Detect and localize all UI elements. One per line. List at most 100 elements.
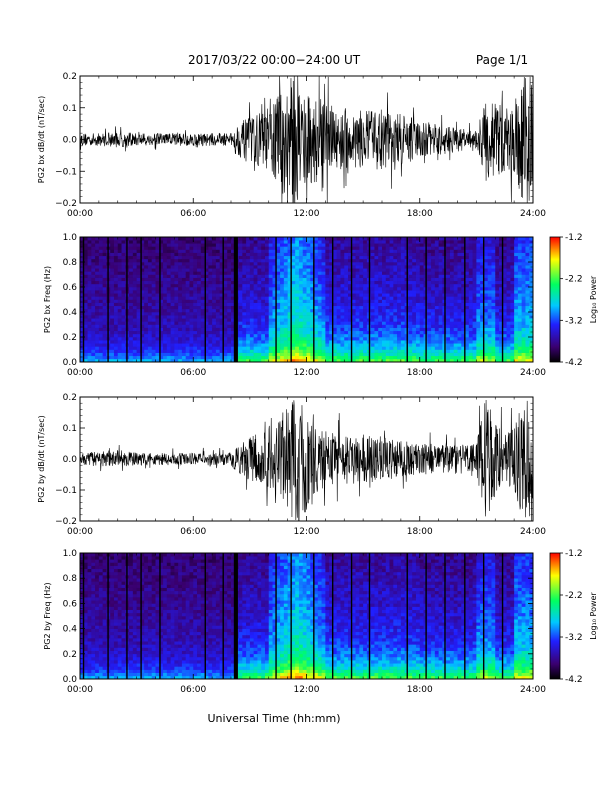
spectrogram-cell [144,296,149,300]
spectrogram-cell [461,255,466,260]
spectrogram-cell [102,312,107,316]
spectrogram-cell [257,330,262,335]
spectrogram-cell [461,296,466,300]
spectrogram-cell [491,324,496,328]
spectrogram-cell [378,333,383,338]
spectrogram-cell [178,277,183,282]
spectrogram-cell [378,287,383,291]
spectrogram-cell [253,324,258,328]
spectrogram-cell [170,318,175,322]
spectrogram-cell [393,243,398,247]
spectrogram-cell [174,243,179,247]
spectrogram-cell [197,280,202,285]
spectrogram-cell [193,237,198,241]
spectrogram-cell [329,280,334,285]
spectrogram-cell [110,293,115,297]
spectrogram-cell [314,312,319,316]
spectrogram-cell [453,274,458,278]
spectrogram-cell [438,277,443,282]
spectrogram-cell [98,318,103,322]
spectrogram-cell [287,290,292,294]
spectrogram-cell [359,249,364,253]
spectrogram-cell [317,277,322,282]
spectrogram-cell [189,243,194,247]
spectrogram-cell [378,321,383,325]
spectrogram-cell [238,312,243,316]
spectrogram-cell [499,290,504,294]
spectrogram-cell [397,302,402,307]
y-tick-label: 0.0 [63,136,78,146]
spectrogram-cell [185,287,190,291]
spectrogram-cell [87,299,92,303]
spectrogram-cell [344,358,349,363]
spectrogram-cell [159,274,164,278]
spectrogram-cell [495,340,500,344]
spectrogram-cell [295,302,300,307]
spectrogram-cell [521,277,526,282]
spectrogram-cell [298,274,304,278]
spectrogram-cell [227,333,232,338]
spectrogram-gap [126,237,128,362]
spectrogram-cell [476,327,481,332]
spectrogram-cell [185,283,190,288]
spectrogram-cell [238,318,243,322]
spectrogram-cell [495,305,500,310]
spectrogram-cell [355,262,360,266]
spectrogram-cell [174,321,179,325]
spectrogram-cell [113,346,119,350]
spectrogram-cell [185,318,190,322]
spectrogram-cell [517,258,522,263]
spectrogram-cell [208,343,213,347]
spectrogram-cell [242,299,247,303]
spectrogram-cell [491,293,496,297]
spectrogram-cell [261,258,266,263]
spectrogram-cell [264,296,270,300]
spectrogram-cell [363,305,368,310]
spectrogram-cell [483,265,489,269]
spectrogram-cell [348,274,353,278]
spectrogram-cell [408,299,413,303]
spectrogram-cell [434,255,439,260]
spectrogram-cell [382,268,387,272]
spectrogram-cell [431,265,436,269]
spectrogram-cell [400,283,405,288]
spectrogram-cell [246,274,251,278]
spectrogram-cell [351,343,356,347]
spectrogram-cell [257,337,262,341]
spectrogram-cell [465,352,470,357]
spectrogram-cell [310,240,315,244]
spectrogram-cell [415,302,421,307]
spectrogram-cell [359,243,364,247]
spectrogram-cell [521,271,526,275]
spectrogram-cell [359,315,364,319]
spectrogram-cell [223,296,228,300]
spectrogram-cell [163,262,168,266]
spectrogram-cell [487,274,492,278]
spectrogram-cell [453,333,458,338]
spectrogram-cell [332,255,337,260]
spectrogram-cell [355,327,360,332]
spectrogram-cell [276,343,281,347]
spectrogram-cell [374,352,379,357]
spectrogram-cell [189,252,194,257]
spectrogram-cell [151,240,156,244]
spectrogram-cell [189,355,194,360]
spectrogram-cell [174,355,179,360]
spectrogram-cell [438,280,443,285]
spectrogram-cell [253,258,258,263]
spectrogram-cell [427,358,432,363]
spectrogram-cell [419,321,424,325]
spectrogram-cell [457,337,462,341]
spectrogram-cell [159,265,164,269]
spectrogram-cell [295,246,300,250]
spectrogram-cell [363,327,368,332]
spectrogram-cell [257,352,262,357]
spectrogram-cell [351,271,356,275]
spectrogram-cell [155,337,160,341]
spectrogram-cell [502,246,507,250]
spectrogram-cell [144,246,149,250]
spectrogram-cell [434,249,439,253]
spectrogram-cell [468,271,473,275]
spectrogram-cell [321,262,326,266]
spectrogram-cell [363,243,368,247]
